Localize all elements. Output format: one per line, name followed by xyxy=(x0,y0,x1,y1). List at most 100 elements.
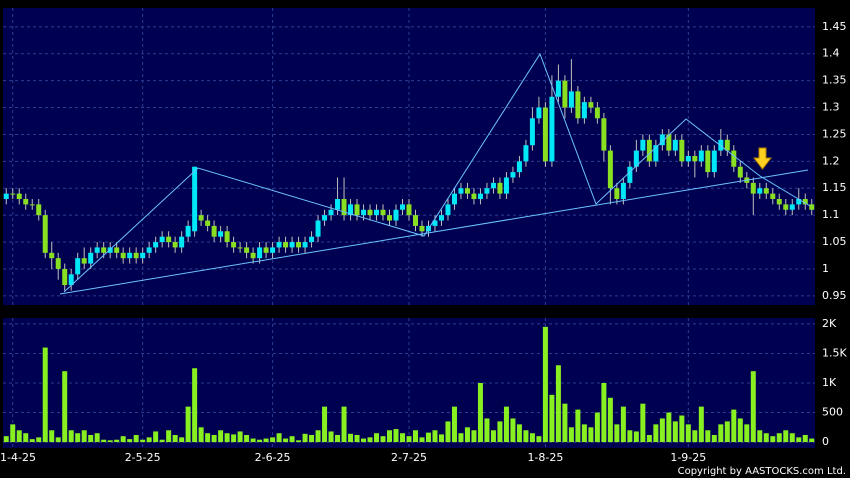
candle-body xyxy=(309,236,315,243)
volume-bar xyxy=(283,438,289,443)
candle-body xyxy=(62,268,68,286)
volume-bar xyxy=(789,433,795,443)
candle-body xyxy=(179,236,185,248)
volume-bar xyxy=(471,430,477,443)
x-tick-label: 2-6-25 xyxy=(255,451,291,464)
y-tick-label: 1.2 xyxy=(822,154,840,167)
volume-bar xyxy=(477,383,483,443)
candle-body xyxy=(289,242,295,248)
x-tick-label: 1-8-25 xyxy=(527,451,563,464)
volume-bar xyxy=(237,431,243,443)
candle-body xyxy=(458,188,464,194)
candle-body xyxy=(451,193,457,205)
volume-bar xyxy=(29,439,35,443)
candle-body xyxy=(276,242,282,248)
candle-body xyxy=(133,252,139,259)
volume-bar xyxy=(374,433,380,443)
candle-body xyxy=(679,139,685,162)
volume-bar xyxy=(776,433,782,443)
volume-bar xyxy=(497,421,503,443)
volume-bar xyxy=(146,437,152,443)
candle-body xyxy=(231,242,237,248)
candle-body xyxy=(205,220,211,226)
volume-bar xyxy=(341,406,347,443)
y-tick-label: 500 xyxy=(822,406,843,419)
candle-body xyxy=(503,177,509,194)
candle-body xyxy=(640,139,646,151)
y-tick-label: 1.5K xyxy=(822,346,847,359)
support-line xyxy=(59,169,809,295)
volume-bar xyxy=(49,430,55,443)
candle-body xyxy=(341,199,347,216)
candle-body xyxy=(400,204,406,210)
volume-bar xyxy=(679,415,685,443)
candle-body xyxy=(549,96,555,162)
volume-bar xyxy=(55,437,61,443)
volume-bar xyxy=(705,430,711,443)
candle-body xyxy=(757,188,763,194)
candle-body xyxy=(438,215,444,221)
candle-body xyxy=(711,150,717,173)
volume-bar xyxy=(250,438,256,443)
candle-body xyxy=(562,80,568,108)
candle-body xyxy=(510,172,516,178)
volume-bar xyxy=(166,430,172,443)
volume-bar xyxy=(289,436,295,443)
candle-body xyxy=(445,204,451,216)
candle-body xyxy=(516,161,522,173)
y-tick-label: 1.15 xyxy=(822,181,847,194)
y-tick-label: 0.95 xyxy=(822,289,847,302)
y-tick-label: 1.1 xyxy=(822,208,840,221)
volume-bar xyxy=(296,440,302,443)
volume-bar xyxy=(114,439,120,443)
volume-bar xyxy=(711,435,717,443)
volume-bar xyxy=(400,433,406,443)
candle-body xyxy=(789,204,795,210)
candle-body xyxy=(783,204,789,210)
candle-body xyxy=(387,215,393,221)
volume-bar xyxy=(438,434,444,443)
candle-body xyxy=(296,242,302,248)
volume-bar xyxy=(503,406,509,443)
volume-bar xyxy=(529,433,535,443)
marks-layer xyxy=(3,59,815,443)
candle-body xyxy=(3,193,9,200)
candle-body xyxy=(685,155,691,162)
volume-bar xyxy=(348,433,354,443)
candle-body xyxy=(653,145,659,162)
volume-bar xyxy=(555,365,561,443)
volume-bar xyxy=(510,418,516,443)
volume-bar xyxy=(685,424,691,443)
candle-body xyxy=(302,242,308,248)
candle-body xyxy=(659,134,665,146)
volume-bar xyxy=(724,421,730,443)
candle-body xyxy=(211,225,217,237)
candle-body xyxy=(140,252,146,259)
volume-bar xyxy=(757,430,763,443)
volume-bar xyxy=(205,433,211,443)
signal-arrow xyxy=(752,147,773,170)
candle-body xyxy=(107,247,113,253)
volume-bar xyxy=(731,409,737,443)
volume-bar xyxy=(42,347,48,443)
volume-bar xyxy=(36,437,42,443)
candle-body xyxy=(10,193,16,195)
candle-body xyxy=(692,155,698,162)
candle-body xyxy=(542,107,548,162)
volume-bar xyxy=(575,409,581,443)
y-tick-label: 0 xyxy=(822,435,829,448)
volume-bar xyxy=(425,432,431,443)
volume-bar xyxy=(387,430,393,443)
volume-bar xyxy=(406,436,412,443)
volume-bar xyxy=(62,371,68,443)
volume-bar xyxy=(231,434,237,443)
volume-bar xyxy=(718,424,724,443)
candle-body xyxy=(146,247,152,253)
candle-body xyxy=(335,199,341,210)
candle-body xyxy=(750,182,756,194)
candle-body xyxy=(68,274,74,286)
volume-bar xyxy=(101,439,107,443)
volume-bar xyxy=(88,435,94,443)
volume-bar xyxy=(796,437,802,443)
candle-body xyxy=(380,209,386,216)
